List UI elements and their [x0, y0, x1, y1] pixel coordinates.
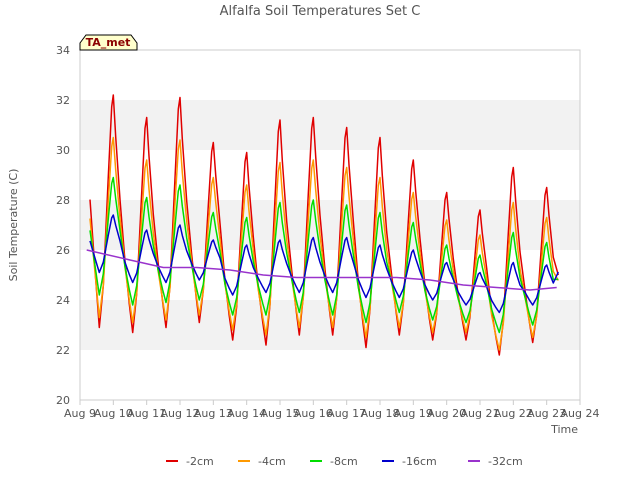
x-tick-label: Aug 20: [427, 407, 466, 420]
y-tick-label: 28: [56, 194, 70, 207]
x-tick-label: Aug 21: [461, 407, 500, 420]
x-tick-label: Aug 22: [494, 407, 533, 420]
y-tick-label: 30: [56, 144, 70, 157]
legend-label: -2cm: [186, 455, 214, 468]
series-line-minus-16cm: [89, 214, 559, 314]
y-tick-label: 34: [56, 44, 70, 57]
x-tick-label: Aug 19: [394, 407, 433, 420]
x-tick-label: Aug 18: [361, 407, 400, 420]
x-tick-label: Aug 17: [327, 407, 366, 420]
y-tick-label: 22: [56, 344, 70, 357]
x-tick-label: Aug 10: [94, 407, 133, 420]
series-lines: [86, 94, 560, 356]
chart-title: Alfalfa Soil Temperatures Set C: [220, 4, 421, 19]
legend-label: -4cm: [258, 455, 286, 468]
legend-label: -32cm: [488, 455, 523, 468]
series-line-minus-4cm: [89, 136, 559, 351]
x-tick-label: Aug 9: [64, 407, 96, 420]
series-line-minus-32cm: [86, 249, 557, 291]
grid-band: [80, 150, 580, 200]
y-axis-label: Soil Temperature (C): [7, 169, 20, 282]
plot-frame: [79, 49, 581, 401]
y-tick-label: 24: [56, 294, 70, 307]
x-tick-label: Aug 24: [561, 407, 600, 420]
annotation-label: TA_met: [86, 36, 131, 49]
annotation-box: [79, 34, 138, 51]
grid-band: [80, 350, 580, 400]
x-tick-label: Aug 15: [261, 407, 300, 420]
y-tick-label: 26: [56, 244, 70, 257]
ta-met-annotation: TA_met: [79, 34, 138, 51]
x-tick-label: Aug 11: [127, 407, 166, 420]
grid-bands: [80, 50, 580, 400]
x-tick-label: Aug 16: [294, 407, 333, 420]
legend-label: -8cm: [330, 455, 358, 468]
legend: -2cm -4cm -8cm -16cm -32cm: [166, 455, 523, 468]
y-axis-ticks: 20 22 24 26 28 30 32 34: [56, 44, 70, 407]
y-tick-label: 32: [56, 94, 70, 107]
x-tick-label: Aug 23: [527, 407, 566, 420]
grid-band: [80, 200, 580, 250]
x-tick-label: Aug 12: [161, 407, 200, 420]
legend-label: -16cm: [402, 455, 437, 468]
grid-band: [80, 100, 580, 150]
series-line-minus-2cm: [89, 94, 560, 356]
grid-band: [80, 50, 580, 100]
x-tick-label: Aug 14: [227, 407, 266, 420]
x-axis-label: Time: [550, 423, 578, 436]
series-line-minus-8cm: [89, 176, 559, 334]
y-tick-label: 20: [56, 394, 70, 407]
x-tick-label: Aug 13: [194, 407, 233, 420]
